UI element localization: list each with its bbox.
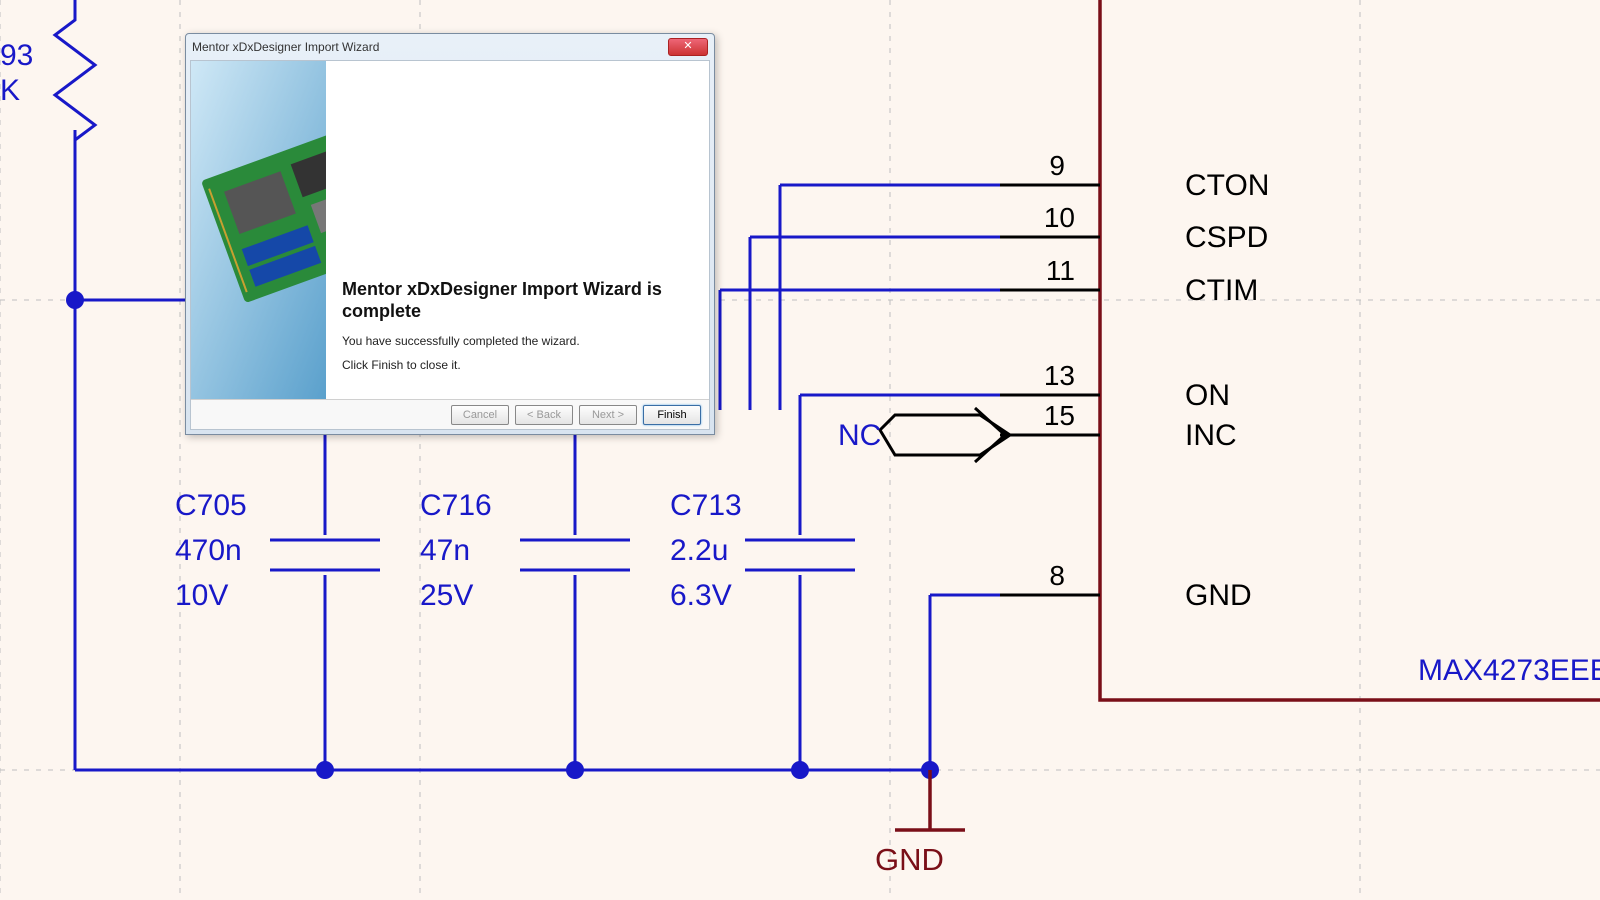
close-icon: ✕ [683,40,692,52]
next-button: Next > [579,405,637,425]
dialog-body: Mentor xDxDesigner Import Wizard is comp… [190,60,710,430]
svg-text:93: 93 [0,39,33,72]
svg-text:ON: ON [1185,379,1230,412]
resistor-label: 93 K [0,39,33,107]
dialog-content: Mentor xDxDesigner Import Wizard is comp… [326,61,709,429]
svg-text:C716: C716 [420,489,492,522]
close-button[interactable]: ✕ [668,38,708,56]
ic-outline [1100,0,1600,700]
svg-text:13: 13 [1044,360,1075,391]
svg-text:9: 9 [1049,150,1065,181]
dialog-title: Mentor xDxDesigner Import Wizard [192,40,379,54]
wizard-line2: Click Finish to close it. [342,358,693,372]
wizard-line1: You have successfully completed the wiza… [342,334,693,348]
svg-text:10: 10 [1044,202,1075,233]
svg-text:K: K [0,74,20,107]
cancel-button: Cancel [451,405,509,425]
svg-text:2.2u: 2.2u [670,534,728,567]
capacitors [270,540,855,570]
import-wizard-dialog: Mentor xDxDesigner Import Wizard ✕ [185,33,715,435]
wizard-sidebar-graphic [191,61,326,429]
svg-text:C713: C713 [670,489,742,522]
ic-pins: 9 CTON 10 CSPD 11 CTIM 13 ON 15 INC 8 GN… [1000,150,1269,612]
svg-text:15: 15 [1044,400,1075,431]
gnd-label: GND [875,842,944,877]
svg-text:10V: 10V [175,579,228,612]
svg-text:8: 8 [1049,560,1065,591]
cap-labels: C705 470n 10V C716 47n 25V C713 2.2u 6.3… [175,489,742,612]
nc-port [880,408,1010,462]
wizard-heading: Mentor xDxDesigner Import Wizard is comp… [342,279,693,322]
svg-text:470n: 470n [175,534,242,567]
svg-text:47n: 47n [420,534,470,567]
dialog-button-row: Cancel < Back Next > Finish [191,399,709,429]
dialog-titlebar[interactable]: Mentor xDxDesigner Import Wizard ✕ [186,34,714,60]
svg-text:INC: INC [1185,419,1237,452]
part-number: MAX4273EEE [1418,654,1600,687]
finish-button[interactable]: Finish [643,405,701,425]
gnd-symbol [895,770,965,830]
svg-text:CSPD: CSPD [1185,221,1268,254]
svg-text:6.3V: 6.3V [670,579,732,612]
nc-label: NC [838,419,881,452]
svg-text:CTON: CTON [1185,169,1269,202]
back-button: < Back [515,405,573,425]
svg-text:GND: GND [1185,579,1252,612]
svg-text:C705: C705 [175,489,247,522]
svg-text:11: 11 [1046,255,1075,286]
svg-text:CTIM: CTIM [1185,274,1258,307]
svg-text:25V: 25V [420,579,473,612]
